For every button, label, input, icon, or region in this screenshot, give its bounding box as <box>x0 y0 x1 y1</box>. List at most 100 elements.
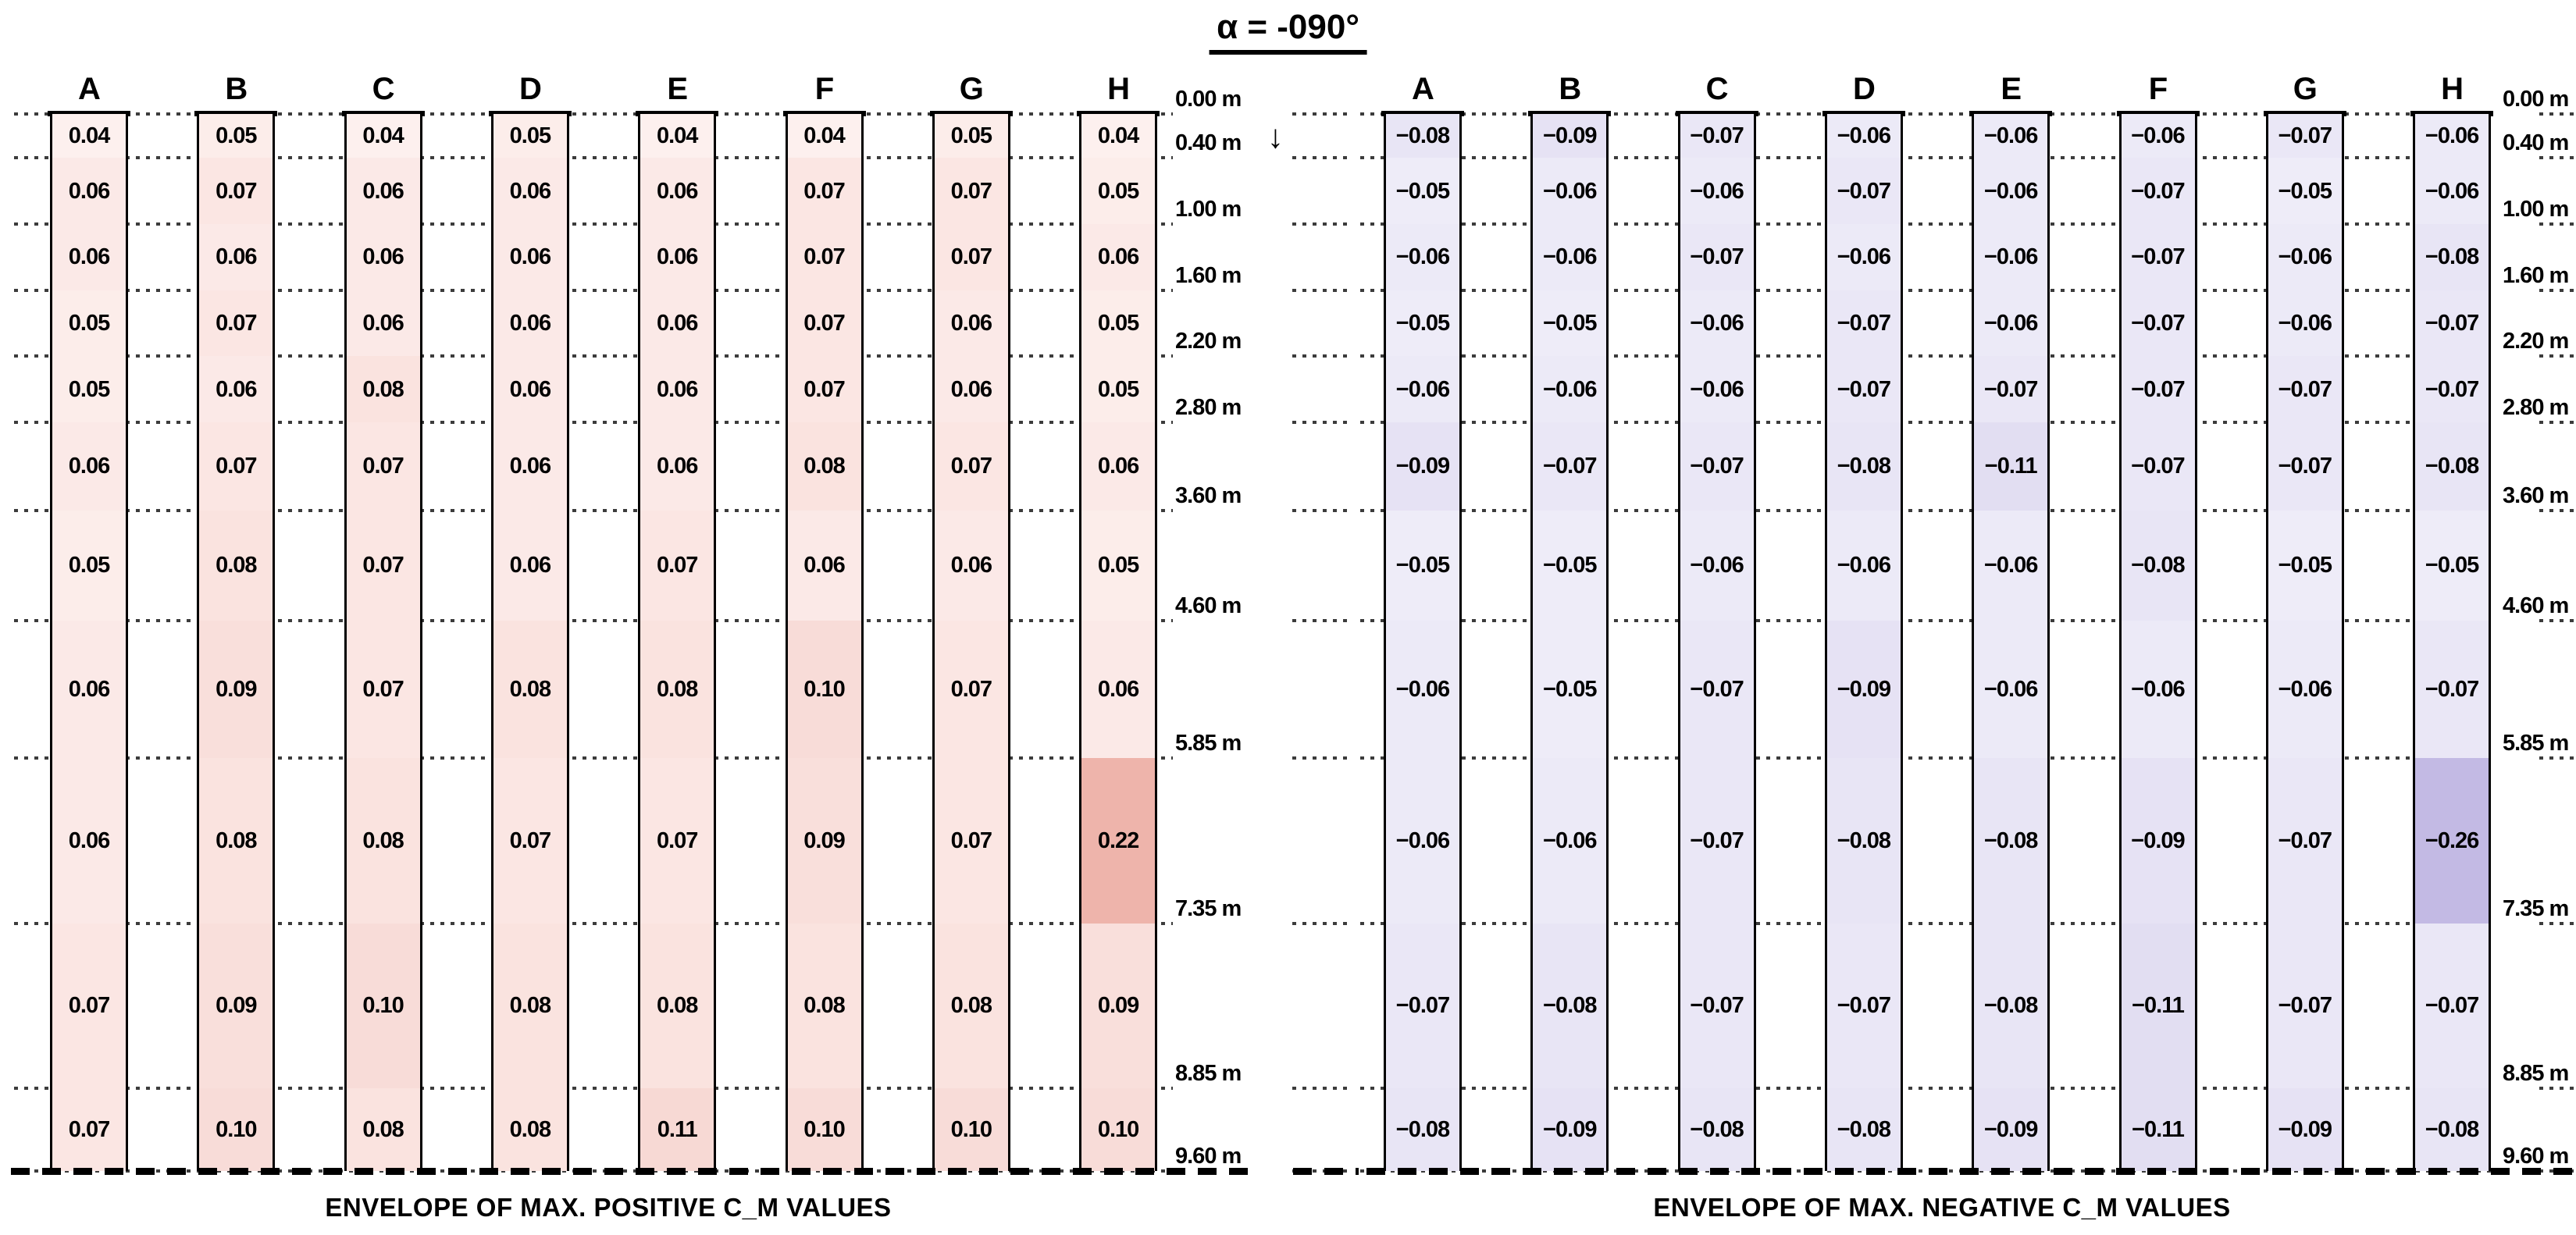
heat-cell <box>199 158 273 225</box>
cell-value: 0.06 <box>68 827 110 853</box>
row-gridline-tail <box>1292 921 1349 925</box>
heat-cell <box>1826 290 1901 357</box>
cell-value: −0.09 <box>1395 454 1450 479</box>
heat-cell <box>1680 356 1754 422</box>
cell-value: 0.04 <box>803 123 845 149</box>
cell-value: 0.06 <box>362 178 404 204</box>
cell-value: −0.11 <box>2132 1117 2185 1143</box>
cell-value: −0.06 <box>2131 123 2185 149</box>
heat-cell <box>787 1088 861 1171</box>
cell-value: −0.06 <box>1837 553 1891 578</box>
cell-value: −0.06 <box>1983 676 2038 702</box>
cell-value: 0.07 <box>216 178 257 204</box>
cell-value: −0.07 <box>1690 993 1744 1019</box>
heat-cell <box>346 422 420 511</box>
cell-value: 0.07 <box>362 454 404 479</box>
column-header: C <box>1705 72 1729 106</box>
cell-value: 0.06 <box>950 376 992 402</box>
heat-cell <box>1533 422 1607 511</box>
cell-value: 0.08 <box>362 827 404 853</box>
column-header: E <box>2001 72 2022 106</box>
heat-cell <box>2415 158 2489 225</box>
heat-cell <box>1826 158 1901 225</box>
cell-value: 0.06 <box>1097 244 1139 270</box>
down-arrow-icon: ↓ <box>1267 118 1284 155</box>
cell-value: 0.06 <box>656 454 698 479</box>
cell-value: −0.07 <box>2131 178 2185 204</box>
cell-value: −0.06 <box>1395 244 1450 270</box>
column-header: H <box>1107 72 1130 106</box>
row-gridline-tail <box>1292 222 1349 226</box>
heat-cell <box>787 422 861 511</box>
cell-value: −0.06 <box>1395 827 1450 853</box>
heat-cell <box>199 290 273 357</box>
positive-panel-caption: ENVELOPE OF MAX. POSITIVE C_M VALUES <box>325 1193 892 1222</box>
heat-cell <box>934 290 1008 357</box>
heat-cell <box>1081 510 1156 621</box>
heat-cell <box>2415 758 2489 924</box>
row-gridline <box>1360 618 2497 622</box>
cell-value: −0.05 <box>1395 178 1450 204</box>
heat-cell <box>1081 923 1156 1089</box>
cell-value: −0.06 <box>1837 244 1891 270</box>
heat-cell <box>1680 620 1754 759</box>
heat-cell <box>934 1088 1008 1171</box>
column-strip: 0.04 0.06 0.06 0.06 0.08 0.07 0.07 0.07 0.08 0.10… <box>344 114 422 1171</box>
heat-cell <box>1533 923 1607 1089</box>
depth-label: 1.60 m <box>1175 262 1242 288</box>
heat-cell <box>2268 158 2342 225</box>
heat-cell <box>2121 356 2195 422</box>
cell-value: 0.07 <box>68 993 110 1019</box>
heat-cell <box>640 158 714 225</box>
cell-value: −0.06 <box>2278 676 2332 702</box>
cell-value: 0.08 <box>509 1117 551 1143</box>
cell-value: −0.07 <box>1690 244 1744 270</box>
cell-value: 0.09 <box>216 993 257 1019</box>
column-strip-top-border <box>2263 111 2346 116</box>
column-strip: −0.06 −0.06 −0.08 −0.07 −0.07 −0.08 −0.05 −0.07… <box>2413 114 2492 1171</box>
cell-value: 0.05 <box>950 123 992 149</box>
cell-value: 0.10 <box>803 676 845 702</box>
cell-value: −0.07 <box>1690 827 1744 853</box>
heat-cell <box>2268 758 2342 924</box>
heat-cell <box>787 356 861 422</box>
heat-cell <box>934 158 1008 225</box>
cell-value: 0.06 <box>1097 454 1139 479</box>
column-header: C <box>372 72 395 106</box>
cell-value: 0.07 <box>803 178 845 204</box>
cell-value: 0.05 <box>1097 553 1139 578</box>
column-strip-top-border <box>1381 111 1464 116</box>
heat-cell <box>1533 620 1607 759</box>
cell-value: −0.06 <box>2425 123 2479 149</box>
heat-cell <box>787 923 861 1089</box>
heat-cell <box>346 290 420 357</box>
cell-value: −0.07 <box>2425 676 2479 702</box>
column-strip-top-border <box>1822 111 1905 116</box>
heat-cell <box>493 224 567 290</box>
row-gridline <box>1360 354 2497 358</box>
heat-cell <box>1974 1088 2048 1171</box>
cell-value: −0.09 <box>2278 1117 2332 1143</box>
cell-value: −0.08 <box>2425 244 2479 270</box>
cell-value: −0.07 <box>2131 376 2185 402</box>
heat-cell <box>52 158 126 225</box>
heat-cell <box>934 114 1008 158</box>
column-strip: 0.05 0.07 0.07 0.06 0.06 0.07 0.06 0.07 0.07 0.08… <box>932 114 1010 1171</box>
cell-value: −0.05 <box>1543 553 1597 578</box>
column-strip-top-border <box>1675 111 1758 116</box>
cell-value: −0.07 <box>1837 310 1891 336</box>
cell-value: −0.06 <box>2278 310 2332 336</box>
heat-cell <box>1386 923 1459 1089</box>
depth-label: 7.35 m <box>1175 895 1242 921</box>
heat-cell <box>346 923 420 1089</box>
heat-cell <box>640 422 714 511</box>
heat-cell <box>2121 422 2195 511</box>
row-gridline-tail <box>1292 1087 1349 1091</box>
heat-cell <box>640 510 714 621</box>
heat-cell <box>199 510 273 621</box>
row-gridline <box>1360 756 2497 760</box>
heat-cell <box>199 1088 273 1171</box>
heat-cell <box>1826 923 1901 1089</box>
row-gridline-tail <box>1292 618 1349 622</box>
